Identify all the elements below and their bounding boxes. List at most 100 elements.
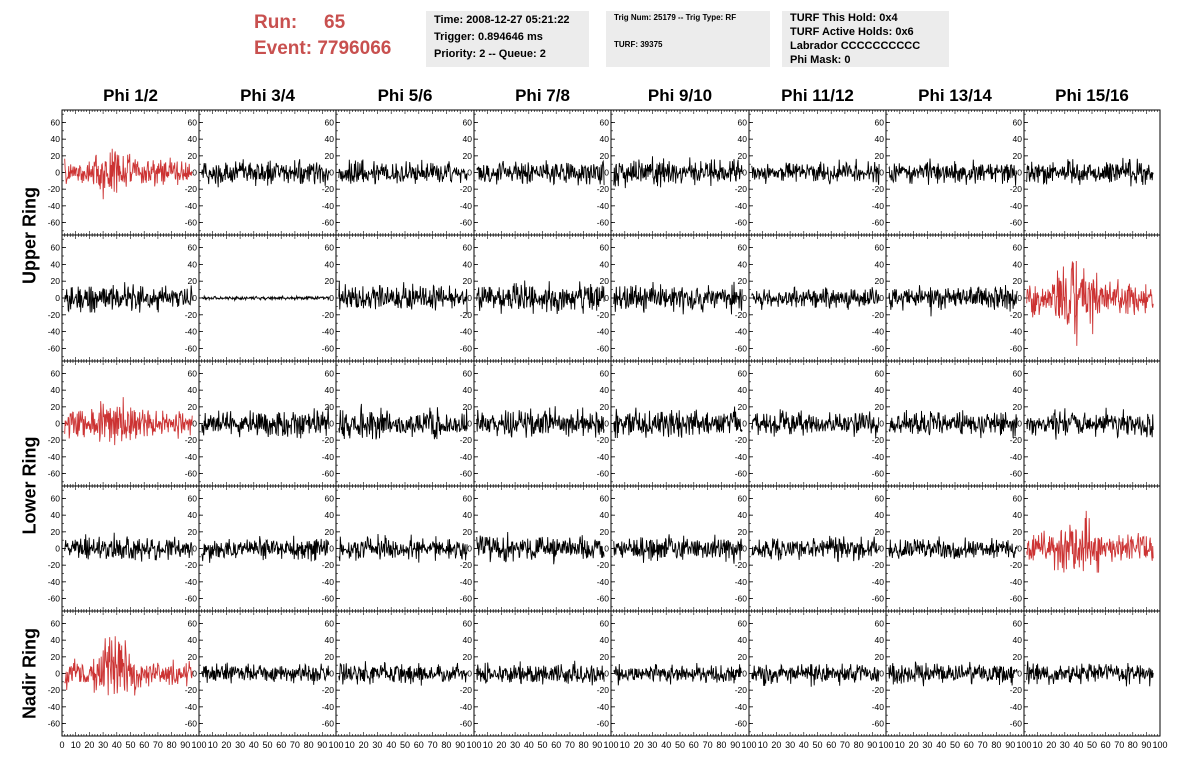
waveform-trace-r3-c3 [339, 404, 467, 440]
y-tick-label: -60 [460, 719, 473, 729]
y-tick-label: 60 [325, 243, 335, 253]
y-tick-label: 40 [463, 134, 473, 144]
y-tick-label: 60 [600, 369, 610, 379]
y-tick-label: 40 [1013, 510, 1023, 520]
y-tick-label: 60 [738, 118, 748, 128]
waveform-trace-r3-c2 [202, 407, 329, 439]
y-tick-label: 20 [325, 402, 335, 412]
y-tick-label: 20 [1013, 527, 1023, 537]
y-tick-label: -20 [735, 435, 748, 445]
y-tick-label: -40 [460, 201, 473, 211]
y-tick-label: 60 [1013, 494, 1023, 504]
y-tick-label: 60 [600, 243, 610, 253]
y-tick-label: 60 [51, 494, 61, 504]
y-tick-label: 60 [188, 619, 198, 629]
waveform-trace-r1-c4 [477, 160, 604, 185]
y-tick-label: -60 [185, 594, 198, 604]
y-tick-label: -20 [735, 310, 748, 320]
y-tick-label: -40 [322, 702, 335, 712]
y-tick-label: 20 [188, 276, 198, 286]
y-tick-label: 20 [51, 151, 61, 161]
y-tick-label: 60 [1013, 369, 1023, 379]
y-tick-label: 0 [1017, 544, 1022, 554]
waveform-trace-r3-c1 [65, 397, 193, 445]
y-tick-label: 40 [738, 259, 748, 269]
y-tick-label: 40 [875, 259, 885, 269]
y-tick-label: -60 [460, 218, 473, 228]
y-tick-label: 20 [875, 402, 885, 412]
y-tick-label: -60 [460, 594, 473, 604]
y-tick-label: -20 [322, 310, 335, 320]
y-tick-label: 0 [329, 419, 334, 429]
y-tick-label: -40 [872, 577, 885, 587]
y-tick-label: 0 [742, 544, 747, 554]
y-tick-label: -40 [597, 327, 610, 337]
y-tick-label: 40 [875, 385, 885, 395]
y-tick-label: -20 [597, 184, 610, 194]
waveform-trace-r4-c3 [339, 534, 467, 563]
y-tick-label: 60 [188, 118, 198, 128]
y-tick-label: 60 [875, 494, 885, 504]
y-tick-label: -20 [185, 685, 198, 695]
waveform-trace-r4-c2 [202, 536, 329, 563]
waveform-trace-r3-c5 [614, 407, 742, 439]
waveform-trace-r2-c4 [477, 281, 604, 315]
y-tick-label: -40 [460, 577, 473, 587]
y-tick-label: -60 [1010, 218, 1023, 228]
y-tick-label: -60 [735, 343, 748, 353]
y-tick-label: -60 [322, 594, 335, 604]
waveform-trace-r2-c5 [614, 282, 742, 315]
y-tick-label: -60 [48, 594, 61, 604]
y-tick-label: 60 [875, 243, 885, 253]
waveform-trace-r4-c6 [752, 536, 879, 562]
y-tick-label: 40 [1013, 385, 1023, 395]
y-tick-label: -20 [460, 435, 473, 445]
y-tick-label: -60 [460, 343, 473, 353]
y-tick-label: 40 [188, 635, 198, 645]
y-tick-label: 60 [51, 619, 61, 629]
y-tick-label: 20 [600, 652, 610, 662]
y-tick-label: 20 [51, 276, 61, 286]
waveform-trace-r2-c8 [1027, 261, 1154, 346]
y-tick-label: 0 [1017, 419, 1022, 429]
y-tick-label: -20 [460, 310, 473, 320]
y-tick-label: -40 [597, 577, 610, 587]
y-tick-label: 20 [738, 276, 748, 286]
waveform-trace-r3-c7 [889, 410, 1017, 438]
y-tick-label: -40 [322, 452, 335, 462]
y-tick-label: 40 [463, 385, 473, 395]
y-tick-label: 20 [600, 527, 610, 537]
y-tick-label: 40 [188, 510, 198, 520]
y-tick-label: 0 [467, 168, 472, 178]
y-tick-label: -60 [322, 719, 335, 729]
y-tick-label: 40 [738, 635, 748, 645]
waveform-trace-r5-c5 [614, 663, 742, 685]
y-tick-label: -20 [48, 560, 61, 570]
y-tick-label: -20 [322, 560, 335, 570]
y-tick-label: -60 [1010, 594, 1023, 604]
y-tick-label: -20 [1010, 560, 1023, 570]
y-tick-label: 20 [463, 151, 473, 161]
y-tick-label: 20 [1013, 151, 1023, 161]
y-tick-label: -60 [185, 469, 198, 479]
y-tick-label: -40 [322, 201, 335, 211]
y-tick-label: 40 [1013, 134, 1023, 144]
y-tick-label: 0 [55, 419, 60, 429]
y-tick-label: 0 [1017, 293, 1022, 303]
y-tick-label: 60 [325, 118, 335, 128]
y-tick-label: -60 [735, 218, 748, 228]
y-tick-label: -40 [48, 577, 61, 587]
y-tick-label: 60 [51, 369, 61, 379]
y-tick-label: 0 [329, 669, 334, 679]
y-tick-label: 0 [55, 669, 60, 679]
y-tick-label: -40 [185, 452, 198, 462]
y-tick-label: -60 [48, 343, 61, 353]
waveform-trace-r3-c8 [1027, 408, 1154, 440]
y-tick-label: -20 [597, 435, 610, 445]
y-tick-label: 40 [600, 134, 610, 144]
y-tick-label: -40 [48, 201, 61, 211]
y-tick-label: -40 [1010, 201, 1023, 211]
y-tick-label: -40 [185, 577, 198, 587]
y-tick-label: 60 [51, 118, 61, 128]
y-tick-label: 60 [600, 619, 610, 629]
